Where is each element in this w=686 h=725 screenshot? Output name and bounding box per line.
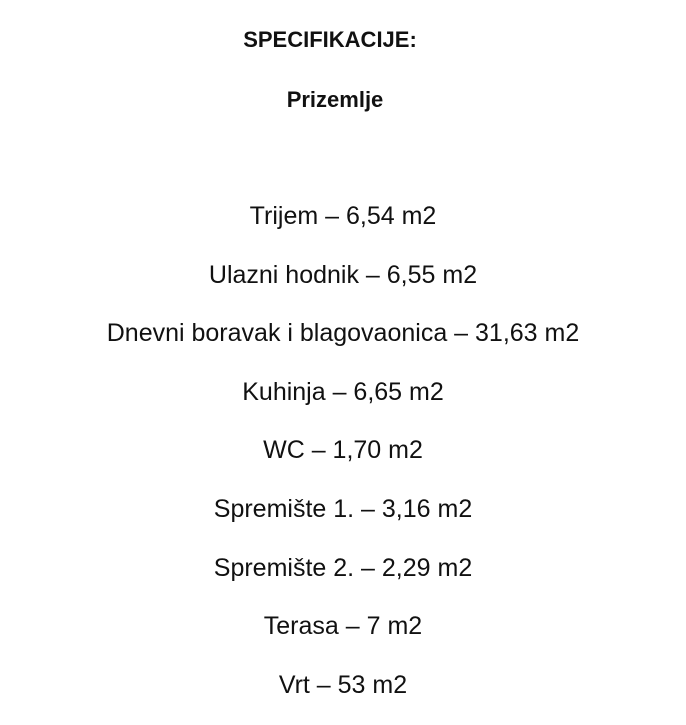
section-title: Prizemlje [286, 87, 384, 112]
list-item: Dnevni boravak i blagovaonica – 31,63 m2 [106, 319, 580, 348]
list-item: Ulazni hodnik – 6,55 m2 [208, 260, 478, 289]
list-item: WC – 1,70 m2 [263, 436, 423, 465]
list-item: Trijem – 6,54 m2 [249, 202, 437, 230]
list-item: Kuhinja – 6,65 m2 [242, 377, 444, 406]
list-item: Spremište 1. – 3,16 m2 [213, 494, 473, 523]
document-title: SPECIFIKACIJE: [243, 27, 417, 52]
list-item: Terasa – 7 m2 [263, 612, 423, 641]
room-list: Trijem – 6,54 m2 Ulazni hodnik – 6,55 m2… [0, 198, 686, 725]
list-item: Spremište 2. – 2,29 m2 [213, 553, 473, 582]
list-item: Vrt – 53 m2 [278, 670, 408, 699]
